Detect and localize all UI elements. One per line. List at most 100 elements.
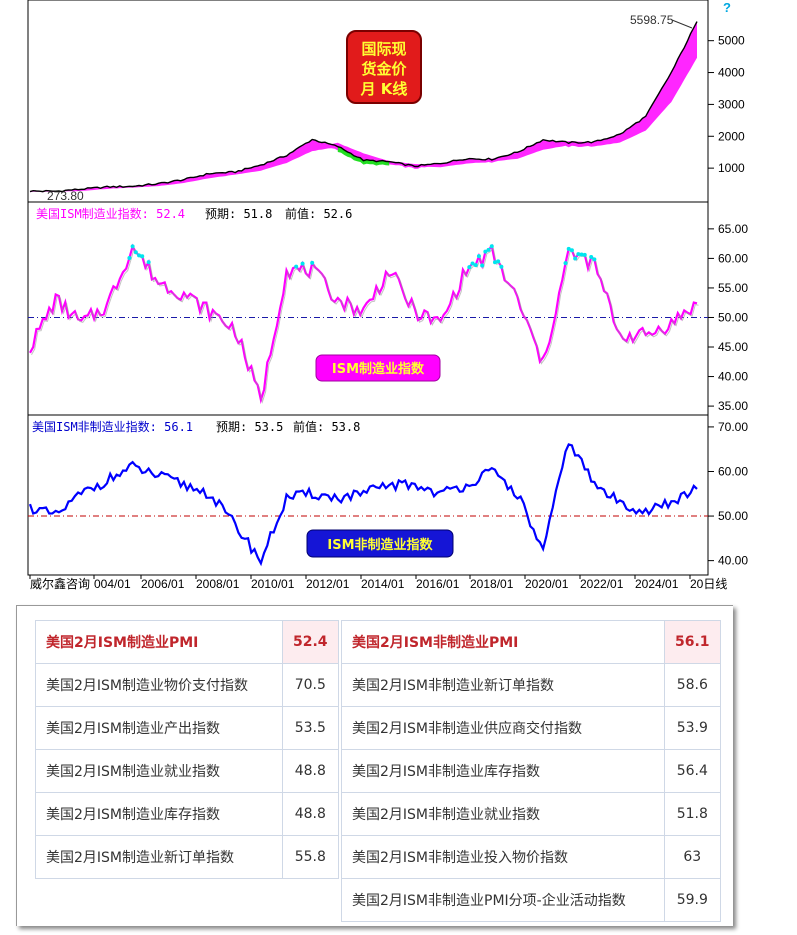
ism-manufacturing-panel: 35.00 40.00 45.00 50.00 55.00 60.00 65.00 美国IS… bbox=[28, 206, 748, 413]
ism-mfg-high-point bbox=[566, 246, 571, 251]
table-row: 美国2月ISM非制造业PMI分项-企业活动指数 59.9 bbox=[341, 878, 721, 922]
y-tick-label: 70.00 bbox=[718, 420, 748, 434]
table-row: 美国2月ISM非制造业PMI 56.1 bbox=[341, 620, 721, 664]
ism-mfg-high-point bbox=[589, 254, 594, 259]
ism-mfg-high-point bbox=[146, 260, 151, 265]
table-row: 美国2月ISM制造业库存指数 48.8 bbox=[35, 792, 339, 836]
ism-nonmfg-label-box: ISM非制造业指数 bbox=[306, 529, 454, 558]
pmi-table: 美国2月ISM制造业PMI 52.4 美国2月ISM制造业物价支付指数 70.5 美… bbox=[16, 605, 733, 926]
ism-mfg-high-point bbox=[492, 260, 497, 265]
x-axis: 威尔鑫咨询 004/01 2006/01 2008/01 2010/01 2012/01 2… bbox=[29, 575, 727, 591]
ism-mfg-high-point bbox=[579, 252, 584, 257]
ism-mfg-header: 美国ISM制造业指数: 52.4 bbox=[36, 206, 185, 221]
y-tick-label: 60.00 bbox=[718, 464, 748, 478]
x-tick-label: 威尔鑫咨询 bbox=[30, 576, 90, 591]
help-icon[interactable]: ? bbox=[723, 0, 731, 15]
gold-min-label: 273.80 bbox=[47, 189, 84, 203]
ism-mfg-high-point bbox=[133, 250, 138, 255]
y-tick-label: 4000 bbox=[718, 66, 745, 80]
y-tick-label: 45.00 bbox=[718, 340, 748, 354]
x-tick-label: 2018/01 bbox=[470, 577, 514, 591]
ism-mfg-high-point bbox=[480, 263, 485, 268]
ism-mfg-high-point bbox=[499, 264, 504, 269]
table-row: 美国2月ISM非制造业供应商交付指数 53.9 bbox=[341, 706, 721, 750]
x-tick-label: 2020/01 bbox=[525, 577, 569, 591]
gold-price-line bbox=[29, 21, 698, 193]
ism-mfg-high-point bbox=[127, 255, 132, 260]
gold-ma-band-down bbox=[337, 146, 390, 166]
x-tick-label: 2010/01 bbox=[251, 577, 295, 591]
ism-mfg-forecast: 预期: 51.8 bbox=[205, 207, 272, 221]
ism-mfg-high-point bbox=[582, 252, 587, 257]
table-row: 美国2月ISM非制造业库存指数 56.4 bbox=[341, 749, 721, 793]
ism-nonmfg-line bbox=[28, 443, 698, 567]
chart-area: 1000 2000 3000 4000 5000 5598.75 273.80 ? 国际… bbox=[27, 0, 748, 591]
y-tick-label: 2000 bbox=[718, 129, 745, 143]
svg-text:国际现: 国际现 bbox=[361, 40, 406, 58]
ism-mfg-label-box: ISM制造业指数 bbox=[315, 354, 441, 382]
x-tick-label: 2006/01 bbox=[141, 577, 185, 591]
gold-title-box: 国际现 货金价 月 K线 bbox=[346, 30, 422, 104]
ism-mfg-prev: 前值: 52.6 bbox=[285, 206, 352, 221]
table-row: 美国2月ISM非制造业新订单指数 58.6 bbox=[341, 663, 721, 707]
table-row: 美国2月ISM制造业新订单指数 55.8 bbox=[35, 835, 339, 879]
x-tick-label: 2024/01 bbox=[635, 577, 679, 591]
x-tick-label: 20日线 bbox=[690, 577, 727, 591]
ism-mfg-high-point bbox=[467, 265, 472, 270]
ism-mfg-high-point bbox=[476, 254, 481, 259]
mfg-table: 美国2月ISM制造业PMI 52.4 美国2月ISM制造业物价支付指数 70.5 美… bbox=[35, 620, 339, 879]
table-row: 美国2月ISM非制造业就业指数 51.8 bbox=[341, 792, 721, 836]
table-row: 美国2月ISM非制造业投入物价指数 63 bbox=[341, 835, 721, 879]
svg-text:货金价: 货金价 bbox=[361, 60, 407, 78]
gold-ma-band bbox=[30, 21, 697, 193]
x-tick-label: 2008/01 bbox=[196, 577, 240, 591]
ism-mfg-high-point bbox=[489, 244, 494, 249]
svg-text:月 K线: 月 K线 bbox=[360, 80, 408, 98]
y-tick-label: 65.00 bbox=[718, 222, 748, 236]
svg-text:ISM非制造业指数: ISM非制造业指数 bbox=[327, 537, 433, 553]
x-tick-label: 004/01 bbox=[94, 577, 131, 591]
y-tick-label: 50.00 bbox=[718, 310, 748, 324]
y-tick-label: 1000 bbox=[718, 161, 745, 175]
y-tick-label: 3000 bbox=[718, 97, 745, 111]
table-row: 美国2月ISM制造业PMI 52.4 bbox=[35, 620, 339, 664]
x-tick-label: 2022/01 bbox=[580, 577, 624, 591]
ism-mfg-high-point bbox=[496, 259, 501, 264]
ism-mfg-high-point bbox=[486, 247, 491, 252]
ism-mfg-high-point bbox=[470, 261, 475, 266]
x-tick-label: 2016/01 bbox=[416, 577, 460, 591]
table-row: 美国2月ISM制造业产出指数 53.5 bbox=[35, 706, 339, 750]
ism-mfg-high-point bbox=[137, 253, 142, 258]
table-row: 美国2月ISM制造业物价支付指数 70.5 bbox=[35, 663, 339, 707]
ism-mfg-high-point bbox=[592, 257, 597, 262]
ism-mfg-high-point bbox=[483, 249, 488, 254]
ism-nonmfg-forecast: 预期: 53.5 bbox=[216, 420, 283, 434]
table-row: 美国2月ISM制造业就业指数 48.8 bbox=[35, 749, 339, 793]
ism-nonmfg-header: 美国ISM非制造业指数: 56.1 bbox=[32, 419, 193, 434]
y-tick-label: 50.00 bbox=[718, 509, 748, 523]
y-tick-label: 35.00 bbox=[718, 399, 748, 413]
ism-mfg-high-point bbox=[300, 261, 305, 266]
nonmfg-table: 美国2月ISM非制造业PMI 56.1 美国2月ISM非制造业新订单指数 58.6 … bbox=[341, 620, 721, 922]
ism-mfg-high-point bbox=[563, 261, 568, 266]
ism-nonmfg-prev: 前值: 53.8 bbox=[293, 419, 360, 434]
y-tick-label: 5000 bbox=[718, 34, 745, 48]
svg-text:ISM制造业指数: ISM制造业指数 bbox=[332, 361, 425, 377]
ism-mfg-high-point bbox=[573, 256, 578, 261]
gold-price-panel: 1000 2000 3000 4000 5000 5598.75 273.80 ? 国际… bbox=[29, 0, 745, 203]
x-tick-label: 2014/01 bbox=[361, 577, 405, 591]
ism-mfg-high-point bbox=[294, 264, 299, 269]
y-tick-label: 60.00 bbox=[718, 251, 748, 265]
ism-nonmanufacturing-panel: 40.00 50.00 60.00 70.00 美国ISM非制造业指数: 56.1 预… bbox=[28, 419, 748, 568]
gold-max-label: 5598.75 bbox=[630, 13, 674, 27]
y-tick-label: 40.00 bbox=[718, 554, 748, 568]
ism-mfg-high-point bbox=[473, 263, 478, 268]
ism-mfg-high-point bbox=[569, 248, 574, 253]
ism-mfg-high-point bbox=[140, 254, 145, 259]
y-tick-label: 55.00 bbox=[718, 281, 748, 295]
y-tick-label: 40.00 bbox=[718, 370, 748, 384]
ism-mfg-high-point bbox=[130, 244, 135, 249]
ism-mfg-high-point bbox=[576, 252, 581, 257]
ism-mfg-high-point bbox=[310, 260, 315, 265]
x-tick-label: 2012/01 bbox=[306, 577, 350, 591]
